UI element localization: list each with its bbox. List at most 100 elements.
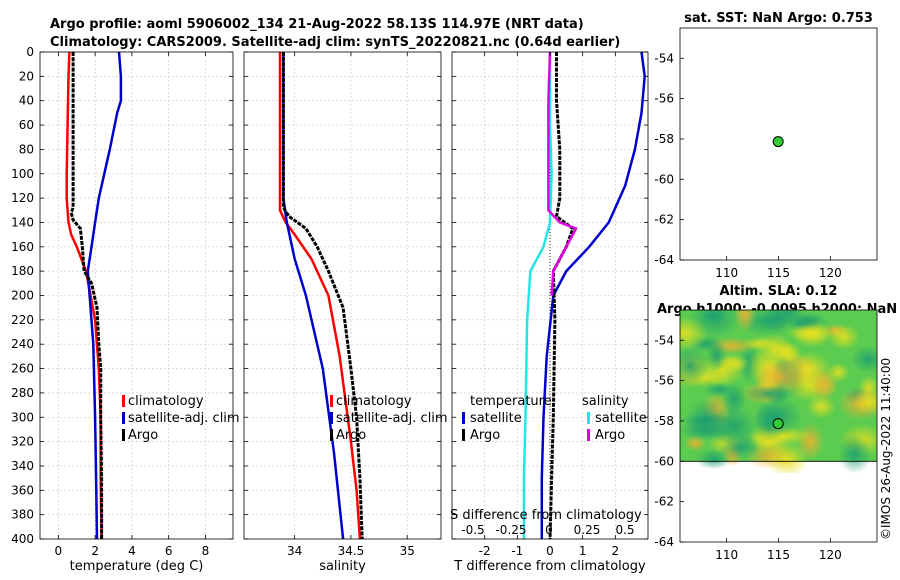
sla-heatmap (680, 310, 877, 473)
x-tick-label: 34 (287, 544, 302, 558)
legend-label: Argo (336, 428, 366, 443)
x-tick-label: 110 (715, 266, 738, 280)
y-tick-label: 0 (26, 45, 34, 59)
x-tick-label: 35 (400, 544, 415, 558)
legend-swatch-climatology (122, 395, 125, 407)
difference-panel: -2 -1 0 1 2T difference from climatology temp… (450, 51, 649, 574)
y-tick-label: -58 (654, 132, 674, 146)
y-tick-label: 160 (11, 240, 34, 254)
x-tick-label: 6 (165, 544, 173, 558)
legend-swatch-s-argo (587, 429, 590, 441)
y-tick-label: 320 (11, 435, 34, 449)
sla-heatmap-blob (680, 316, 708, 351)
sla-heatmap-blob (685, 399, 728, 440)
series-line-argo (69, 52, 104, 539)
legend-label: Argo (595, 428, 625, 443)
legend-swatch-climatology (330, 395, 333, 407)
y-tick-label: 200 (11, 289, 34, 303)
legend-swatch-satellite-adj-clim (122, 412, 125, 424)
y-tick-label: -56 (654, 374, 674, 388)
legend-title-temperature: temperature (470, 394, 552, 409)
salinity-panel: 34 34.5 35 salinity climatology satellite-adj… (243, 51, 448, 574)
sla-heatmap-blob (827, 324, 860, 350)
x-tick-label: -1 (511, 544, 523, 558)
series-line-t-satellite (540, 51, 646, 539)
y-tick-label: -62 (654, 495, 674, 509)
sla-heatmap-blob (853, 390, 877, 414)
x-tick-label: 8 (202, 544, 210, 558)
x-tick-label: 4 (128, 544, 136, 558)
legend-label: satellite-adj. clim (336, 411, 448, 426)
sla-heatmap-blob (743, 385, 797, 403)
legend-swatch-t-satellite (462, 412, 465, 424)
y-tick-label: 20 (19, 69, 34, 83)
y-tick-label: 280 (11, 386, 34, 400)
x2-tick-label: -0.25 (495, 523, 526, 537)
sla-heatmap-blob (719, 434, 761, 460)
legend-swatch-argo (122, 429, 125, 441)
series-line-climatology (65, 51, 103, 540)
legend-swatch-t-argo (462, 429, 465, 441)
legend-label: satellite-adj. clim (128, 411, 240, 426)
y-tick-label: -54 (654, 333, 674, 347)
y-tick-label: 340 (11, 459, 34, 473)
x2-tick-label: 0.25 (574, 523, 601, 537)
legend-label: climatology (128, 394, 204, 409)
sla-heatmap-blob (718, 354, 751, 373)
x-axis-label: temperature (deg C) (70, 559, 204, 574)
y-tick-label: 80 (19, 142, 34, 156)
legend-label: satellite (595, 411, 647, 426)
argo-float-marker (772, 136, 784, 148)
x-tick-label: 1 (579, 544, 587, 558)
sla-heatmap-blob (734, 310, 757, 332)
x-tick-label: 115 (767, 266, 790, 280)
x-axis-label: salinity (319, 559, 366, 574)
y-tick-label: -56 (654, 92, 674, 106)
y-tick-label: 220 (11, 313, 34, 327)
x-tick-label: 0 (55, 544, 63, 558)
sst-map-panel: sat. SST: NaN Argo: 0.753 -54 -56 -58 -60 -62… (654, 11, 878, 280)
sla-heatmap-blob (753, 396, 803, 437)
y-tick-label: 240 (11, 337, 34, 351)
x-tick-label: 2 (612, 544, 620, 558)
x-tick-label: 0 (546, 544, 554, 558)
y-tick-label: -60 (654, 172, 674, 186)
legend-title-salinity: salinity (582, 394, 629, 409)
y-tick-label: -58 (654, 414, 674, 428)
series-line-argo (281, 52, 364, 540)
y-tick-label: -64 (654, 253, 674, 267)
x-tick-label: 120 (819, 266, 842, 280)
y-tick-label: 300 (11, 410, 34, 424)
legend-label: Argo (470, 428, 500, 443)
sst-map-title: sat. SST: NaN Argo: 0.753 (684, 11, 873, 26)
sla-heatmap-blob (701, 310, 725, 323)
figure-title-line1: Argo profile: aoml 5906002_134 21-Aug-20… (50, 17, 584, 32)
argo-float-marker (772, 418, 784, 430)
y-tick-label: 380 (11, 508, 34, 522)
series-line-t-argo (548, 52, 575, 540)
series-line-s-argo (547, 51, 578, 296)
y-tick-label: 120 (11, 191, 34, 205)
series-line-climatology (278, 52, 362, 540)
x2-tick-label: -0.5 (461, 523, 484, 537)
y-tick-label: 140 (11, 215, 34, 229)
x-tick-label: 110 (715, 548, 738, 562)
sla-heatmap-blob (826, 362, 850, 383)
x-tick-label: 2 (91, 544, 99, 558)
y-tick-label: -60 (654, 454, 674, 468)
sla-heatmap-blob (766, 441, 809, 473)
y-tick-label: 360 (11, 483, 34, 497)
series-line-s-satellite (522, 52, 553, 539)
sla-heatmap-blob (787, 323, 832, 343)
x-tick-label: 120 (819, 548, 842, 562)
sla-heatmap-blob (850, 345, 877, 374)
y-tick-label: -64 (654, 535, 674, 549)
x-axis-label: T difference from climatology (453, 559, 646, 574)
legend-label: satellite (470, 411, 522, 426)
y-tick-label: 100 (11, 167, 34, 181)
y-tick-label: 40 (19, 94, 34, 108)
y-tick-label: -54 (654, 51, 674, 65)
imos-credit: ©IMOS 26-Aug-2022 11:40:00 (879, 358, 893, 540)
